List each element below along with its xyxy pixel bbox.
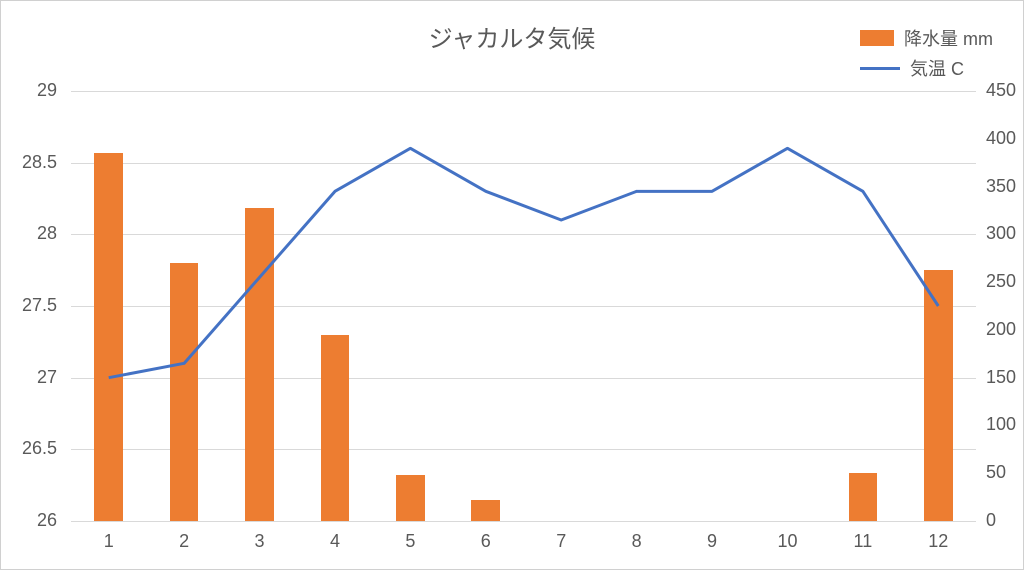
y-left-tick-label: 26 [7, 510, 57, 531]
y-right-tick-label: 0 [986, 510, 996, 531]
y-right-tick-label: 150 [986, 367, 1016, 388]
x-tick-label: 2 [164, 531, 204, 552]
y-right-tick-label: 300 [986, 223, 1016, 244]
y-right-tick-label: 200 [986, 319, 1016, 340]
y-left-tick-label: 28.5 [7, 152, 57, 173]
y-left-tick-label: 26.5 [7, 438, 57, 459]
y-right-tick-label: 400 [986, 128, 1016, 149]
x-tick-label: 3 [240, 531, 280, 552]
plot-area [71, 91, 976, 521]
x-tick-label: 8 [617, 531, 657, 552]
x-tick-label: 10 [767, 531, 807, 552]
temp-line [71, 91, 976, 521]
x-tick-label: 9 [692, 531, 732, 552]
legend-label-line: 気温 C [910, 55, 964, 81]
legend-swatch-bars [860, 30, 894, 46]
y-left-tick-label: 29 [7, 80, 57, 101]
x-tick-label: 12 [918, 531, 958, 552]
legend-label-bars: 降水量 mm [904, 25, 993, 51]
legend-item-bars: 降水量 mm [860, 23, 993, 53]
temp-line-path [109, 148, 939, 377]
x-tick-label: 1 [89, 531, 129, 552]
legend-swatch-line [860, 67, 900, 70]
y-right-tick-label: 350 [986, 176, 1016, 197]
x-tick-label: 6 [466, 531, 506, 552]
x-tick-label: 7 [541, 531, 581, 552]
y-left-tick-label: 28 [7, 223, 57, 244]
y-left-tick-label: 27 [7, 367, 57, 388]
legend: 降水量 mm 気温 C [860, 23, 993, 83]
y-right-tick-label: 250 [986, 271, 1016, 292]
y-right-tick-label: 450 [986, 80, 1016, 101]
y-right-tick-label: 100 [986, 414, 1016, 435]
y-left-tick-label: 27.5 [7, 295, 57, 316]
y-right-tick-label: 50 [986, 462, 1006, 483]
x-tick-label: 4 [315, 531, 355, 552]
legend-item-line: 気温 C [860, 53, 993, 83]
x-tick-label: 11 [843, 531, 883, 552]
chart-title: ジャカルタ気候 [429, 19, 596, 54]
x-axis-line [71, 521, 976, 522]
climate-chart: ジャカルタ気候 降水量 mm 気温 C 2626.52727.52828.529… [0, 0, 1024, 570]
x-tick-label: 5 [390, 531, 430, 552]
